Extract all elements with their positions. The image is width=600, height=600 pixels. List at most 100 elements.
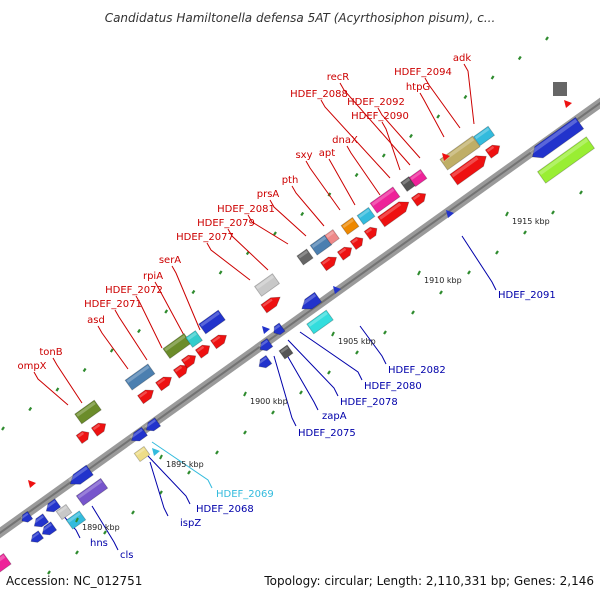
gene-label-asd: asd xyxy=(87,315,105,326)
gene-feature-37 xyxy=(258,337,274,352)
tick-dot-31 xyxy=(327,370,331,375)
leader-hdef-2075 xyxy=(273,355,297,427)
gene-feature-8 xyxy=(185,330,203,348)
tick-dot-28 xyxy=(243,430,247,435)
gene-feature-14 xyxy=(260,296,281,314)
gene-label-zapa: zapA xyxy=(322,411,347,422)
leader-hdef-2068 xyxy=(147,455,191,505)
leader-hdef-2090 xyxy=(381,121,401,171)
gene-label-ompx: ompX xyxy=(17,361,46,372)
leader-rpia xyxy=(154,281,187,340)
gene-feature-12 xyxy=(210,334,228,350)
gene-feature-25 xyxy=(349,236,364,251)
gene-feature-51 xyxy=(29,530,45,543)
leader-hdef-2080 xyxy=(299,331,363,381)
gene-feature-52 xyxy=(133,445,151,463)
gene-marker-2 xyxy=(262,326,270,334)
leader-recr xyxy=(339,82,411,166)
tick-dot-24 xyxy=(131,510,135,515)
ruler-label-1: 1895 kbp xyxy=(166,460,204,469)
gene-marker-3 xyxy=(442,153,450,161)
tick-dot-4 xyxy=(109,348,114,353)
tick-dot-30 xyxy=(299,390,303,395)
gene-label-htpg: htpG xyxy=(406,82,430,93)
leader-apt xyxy=(328,158,356,206)
gene-label-hdef-2079: HDEF_2079 xyxy=(197,218,255,229)
leader-sxy xyxy=(305,160,341,211)
gene-feature-46 xyxy=(55,503,73,521)
tick-dot-15 xyxy=(409,133,413,139)
tick-dot-29 xyxy=(271,410,275,415)
gene-label-rpia: rpiA xyxy=(143,271,163,282)
label-leaders xyxy=(33,63,497,551)
map-title: Candidatus Hamiltonella defensa 5AT (Acy… xyxy=(105,11,496,25)
gene-label-adk: adk xyxy=(453,53,471,64)
gene-label-recr: recR xyxy=(327,72,350,83)
gene-feature-4 xyxy=(137,389,155,405)
tick-dot-7 xyxy=(191,289,196,295)
gene-feature-35 xyxy=(299,291,323,310)
leader-hdef-2071 xyxy=(114,309,148,361)
gene-feature-13 xyxy=(254,273,280,297)
leader-hdef-2091 xyxy=(461,235,497,291)
gene-feature-9 xyxy=(198,309,226,335)
gene-feature-39 xyxy=(278,344,294,360)
gene-label-hdef-2090: HDEF_2090 xyxy=(351,111,409,122)
tick-dot-40 xyxy=(579,190,583,195)
gene-label-hdef-2072: HDEF_2072 xyxy=(105,285,163,296)
gene-feature-50 xyxy=(40,521,58,536)
gene-feature-20 xyxy=(369,186,401,214)
position-ruler: 1890 kbp 1895 kbp 1900 kbp 1905 kbp 1910 kbp… xyxy=(75,211,550,532)
gene-feature-30 xyxy=(472,125,496,147)
gene-label-cls: cls xyxy=(120,550,134,561)
topology-text: Topology: circular; Length: 2,110,331 bp… xyxy=(263,574,594,588)
tick-dot-37 xyxy=(495,250,499,255)
gene-feature-38 xyxy=(272,322,286,336)
gene-feature-22 xyxy=(408,168,428,188)
leader-sera xyxy=(171,265,201,331)
tick-dot-3 xyxy=(82,367,87,373)
gene-label-hns: hns xyxy=(90,538,108,549)
ruler-tick-2 xyxy=(243,391,247,397)
leader-hdef-2072 xyxy=(135,295,163,349)
tick-dot-14 xyxy=(381,153,386,158)
gene-feature-23 xyxy=(320,256,338,272)
tick-dot-25 xyxy=(159,490,163,495)
gene-feature-19 xyxy=(356,206,376,226)
gene-feature-24 xyxy=(336,246,353,261)
leader-zapa xyxy=(283,349,319,411)
gene-box-top xyxy=(553,82,567,96)
tick-dot-20 xyxy=(545,36,549,41)
leader-asd xyxy=(97,325,129,370)
gene-label-hdef-2071: HDEF_2071 xyxy=(84,299,142,310)
gene-feature-44 xyxy=(75,477,109,507)
tick-dot-0 xyxy=(1,426,5,431)
leader-tonb xyxy=(52,357,83,404)
leader-prsa xyxy=(269,199,307,237)
leader-cls xyxy=(91,505,119,551)
gene-feature-1 xyxy=(90,422,107,437)
gene-label-dnax: dnaX xyxy=(332,135,358,146)
gene-feature-0 xyxy=(74,399,102,425)
leader-pth xyxy=(291,185,325,227)
tick-dot-1 xyxy=(28,406,33,412)
gene-labels: ompX tonB asd HDEF_2071 HDEF_2072 rpiA serA HDE… xyxy=(17,53,555,561)
gene-label-ispz: ispZ xyxy=(180,518,201,529)
leader-hdef-2088 xyxy=(320,99,391,179)
ruler-tick-4 xyxy=(417,270,421,276)
gene-feature-49 xyxy=(20,510,34,523)
ruler-label-3: 1905 kbp xyxy=(338,337,376,346)
leader-adk xyxy=(463,63,475,125)
tick-dot-32 xyxy=(355,350,359,355)
ruler-label-2: 1900 kbp xyxy=(250,397,288,406)
gene-label-hdef-2068: HDEF_2068 xyxy=(196,504,254,515)
tick-dot-26 xyxy=(187,470,191,475)
gene-feature-45 xyxy=(44,498,62,513)
tick-dot-11 xyxy=(300,211,305,217)
tick-dot-34 xyxy=(411,310,415,315)
leader-ispz xyxy=(149,461,169,517)
tick-dot-6 xyxy=(164,309,169,314)
leader-hdef-2069 xyxy=(151,441,213,489)
gene-marker-0 xyxy=(446,210,454,218)
